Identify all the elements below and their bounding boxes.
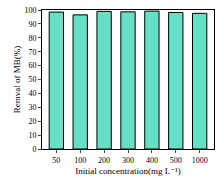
svg-text:50: 50 <box>52 156 60 165</box>
svg-text:1000: 1000 <box>192 156 208 165</box>
svg-text:30: 30 <box>28 103 36 112</box>
svg-text:300: 300 <box>122 156 134 165</box>
svg-text:10: 10 <box>28 131 36 140</box>
svg-text:100: 100 <box>24 6 36 15</box>
svg-text:500: 500 <box>170 156 182 165</box>
svg-text:Initial concentration(mg L⁻¹): Initial concentration(mg L⁻¹) <box>75 166 180 176</box>
svg-text:0: 0 <box>32 145 36 154</box>
svg-text:200: 200 <box>98 156 110 165</box>
svg-text:100: 100 <box>74 156 86 165</box>
svg-text:400: 400 <box>146 156 158 165</box>
svg-text:80: 80 <box>28 34 36 43</box>
svg-text:50: 50 <box>28 75 36 84</box>
svg-text:70: 70 <box>28 48 36 57</box>
svg-text:90: 90 <box>28 20 36 29</box>
svg-text:20: 20 <box>28 117 36 126</box>
svg-text:Remval of MB(%): Remval of MB(%) <box>12 46 22 114</box>
svg-text:60: 60 <box>28 61 36 70</box>
svg-text:40: 40 <box>28 89 36 98</box>
